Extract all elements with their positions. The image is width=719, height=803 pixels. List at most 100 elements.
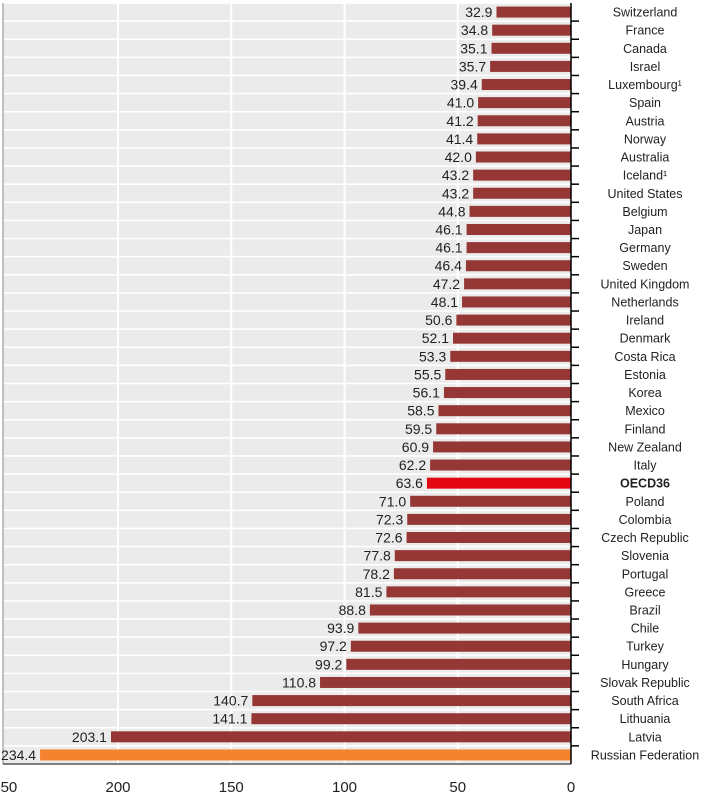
- bar-united-states: [473, 187, 571, 199]
- data-label: 140.7: [213, 693, 248, 709]
- x-tick-label: 50: [449, 779, 466, 796]
- row-stripe: [3, 366, 571, 383]
- category-label: Chile: [631, 622, 660, 636]
- bar-japan: [466, 223, 571, 235]
- data-label: 71.0: [379, 493, 406, 509]
- data-label: 234.4: [1, 747, 36, 763]
- category-label: Finland: [625, 422, 666, 436]
- data-label: 35.7: [459, 58, 486, 74]
- bar-new-zealand: [433, 441, 571, 453]
- x-tick-label: 250: [0, 779, 17, 796]
- bar-turkey: [350, 640, 571, 652]
- bar-portugal: [393, 568, 571, 580]
- row-stripe: [3, 76, 571, 93]
- category-label: Norway: [624, 132, 667, 146]
- x-tick-label: 150: [219, 779, 244, 796]
- category-label: Luxembourg¹: [608, 78, 682, 92]
- category-label: United Kingdom: [601, 277, 690, 291]
- data-label: 32.9: [465, 4, 492, 20]
- bar-colombia: [407, 513, 571, 525]
- row-stripe: [3, 293, 571, 311]
- data-label: 55.5: [414, 366, 441, 382]
- bar-united-kingdom: [464, 278, 571, 290]
- data-label: 35.1: [460, 40, 487, 56]
- category-label: Japan: [628, 223, 662, 237]
- data-label: 41.0: [447, 95, 474, 111]
- row-stripe: [3, 184, 571, 202]
- category-label: Lithuania: [620, 712, 671, 726]
- row-stripe: [3, 456, 571, 474]
- bar-sweden: [465, 260, 571, 272]
- row-stripe: [3, 257, 571, 274]
- category-label: Austria: [626, 114, 665, 128]
- category-label: OECD36: [620, 477, 670, 491]
- bar-luxembourg-: [481, 79, 571, 91]
- category-label: Australia: [621, 151, 670, 165]
- row-stripe: [3, 348, 571, 365]
- bar-mexico: [438, 405, 571, 417]
- bar-italy: [430, 459, 571, 471]
- category-label: Italy: [634, 459, 658, 473]
- category-label: Colombia: [619, 513, 672, 527]
- bar-germany: [466, 242, 571, 254]
- row-stripe: [3, 3, 571, 21]
- category-label: Spain: [629, 96, 661, 110]
- category-label: Israel: [630, 60, 661, 74]
- category-label: Switzerland: [613, 6, 678, 20]
- bar-czech-republic: [406, 532, 571, 544]
- bar-estonia: [445, 368, 571, 380]
- category-label: Costa Rica: [614, 350, 675, 364]
- row-stripe: [3, 112, 571, 130]
- data-label: 58.5: [407, 403, 434, 419]
- bar-belgium: [469, 205, 571, 217]
- bar-austria: [477, 115, 571, 127]
- data-label: 72.6: [375, 530, 402, 546]
- category-label: Ireland: [626, 314, 664, 328]
- x-tick-label: 0: [567, 779, 575, 796]
- data-label: 56.1: [413, 385, 440, 401]
- category-label: Slovak Republic: [600, 676, 690, 690]
- row-stripe: [3, 58, 571, 75]
- row-stripe: [3, 438, 571, 456]
- row-stripe: [3, 239, 571, 256]
- bar-south-africa: [252, 695, 571, 707]
- bar-korea: [443, 387, 571, 399]
- category-label: Russian Federation: [591, 748, 699, 762]
- data-label: 97.2: [320, 638, 347, 654]
- data-label: 110.8: [282, 674, 316, 690]
- bar-lithuania: [251, 713, 571, 725]
- category-label: Canada: [623, 42, 667, 56]
- data-label: 42.0: [445, 149, 472, 165]
- bar-hungary: [346, 658, 571, 670]
- bar-denmark: [452, 332, 571, 344]
- category-label: Iceland¹: [623, 169, 667, 183]
- category-label: Mexico: [625, 404, 665, 418]
- row-stripe: [3, 329, 571, 347]
- bar-greece: [386, 586, 571, 598]
- row-stripe: [3, 384, 571, 401]
- category-label: New Zealand: [608, 440, 682, 454]
- data-label: 78.2: [363, 566, 390, 582]
- row-stripe: [3, 402, 571, 419]
- data-label: 41.2: [446, 113, 473, 129]
- row-stripe: [3, 275, 571, 293]
- row-stripe: [3, 420, 571, 438]
- data-label: 46.1: [435, 221, 462, 237]
- row-stripe: [3, 40, 571, 57]
- category-label: Turkey: [626, 640, 664, 654]
- data-label: 43.2: [442, 185, 469, 201]
- bar-norway: [477, 133, 571, 145]
- category-label: Germany: [619, 241, 671, 255]
- bar-spain: [478, 97, 571, 109]
- category-label: France: [626, 24, 665, 38]
- data-label: 62.2: [399, 457, 426, 473]
- data-label: 39.4: [451, 77, 478, 93]
- category-label: Greece: [625, 585, 666, 599]
- data-label: 81.5: [355, 584, 382, 600]
- category-label: Netherlands: [611, 295, 678, 309]
- row-stripe: [3, 130, 571, 148]
- data-label: 63.6: [396, 475, 423, 491]
- row-stripe: [3, 94, 571, 111]
- bar-costa-rica: [450, 350, 571, 362]
